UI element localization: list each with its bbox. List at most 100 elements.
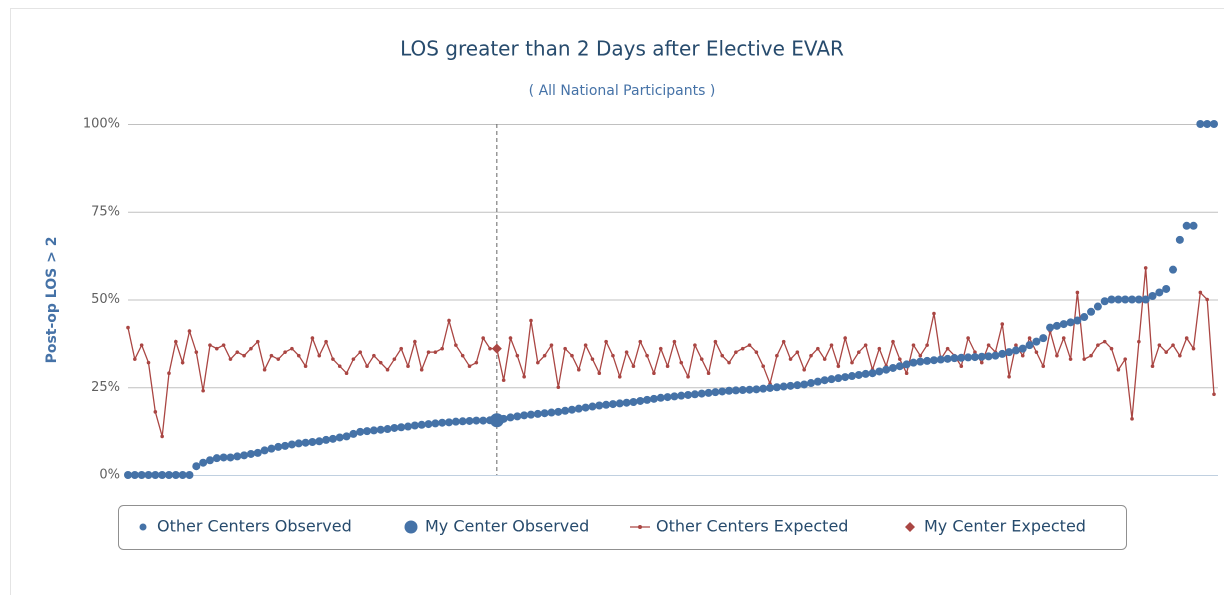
point: [977, 352, 986, 361]
point: [567, 405, 576, 414]
point: [513, 412, 522, 421]
point: [287, 440, 296, 449]
line-marker: [447, 318, 451, 323]
line-marker: [611, 353, 615, 358]
point: [1121, 295, 1130, 304]
line-marker: [133, 357, 137, 361]
line-marker: [843, 336, 847, 340]
point: [1155, 288, 1164, 297]
point: [465, 416, 474, 425]
line-marker: [604, 339, 608, 344]
line-marker: [563, 346, 567, 351]
point: [793, 381, 802, 390]
point: [629, 397, 638, 406]
line-marker: [638, 339, 643, 344]
line-marker: [734, 350, 738, 354]
line-marker: [406, 364, 410, 368]
point: [595, 401, 604, 410]
line-marker: [788, 357, 793, 361]
point: [294, 439, 303, 448]
point: [697, 389, 706, 398]
diamond: [491, 343, 502, 354]
point: [766, 383, 775, 392]
chart-panel: [10, 8, 1224, 595]
line-marker: [665, 364, 670, 368]
point: [725, 386, 734, 395]
point: [622, 398, 631, 407]
line-marker: [1041, 364, 1046, 368]
point: [663, 393, 672, 402]
line-marker: [1007, 374, 1011, 379]
point: [274, 442, 283, 451]
point: [260, 446, 269, 455]
line-marker: [645, 353, 649, 358]
line-marker: [911, 343, 916, 347]
line-marker: [1130, 417, 1134, 421]
line-marker: [303, 364, 308, 368]
point: [984, 352, 993, 361]
line-marker: [836, 364, 841, 368]
point: [363, 427, 372, 436]
point: [438, 418, 447, 427]
point: [1189, 221, 1198, 230]
line-marker: [891, 339, 895, 344]
point: [424, 420, 433, 429]
point: [923, 356, 932, 365]
point: [1073, 316, 1082, 325]
line-marker: [221, 343, 226, 347]
point: [690, 390, 699, 399]
y-tick-label: 75%: [91, 204, 120, 219]
line-marker: [454, 343, 458, 347]
point: [882, 365, 891, 374]
point: [124, 471, 132, 479]
line-marker: [672, 339, 677, 344]
line-marker: [365, 364, 369, 368]
line-marker: [631, 364, 636, 368]
line-marker: [1157, 343, 1162, 347]
point: [192, 462, 201, 471]
point: [1046, 323, 1055, 332]
point: [472, 416, 481, 425]
line-marker: [1068, 357, 1073, 361]
point: [704, 388, 713, 397]
point: [1032, 337, 1041, 346]
line-marker: [556, 385, 561, 390]
point: [848, 372, 856, 381]
line-marker: [652, 371, 656, 376]
line-marker: [1082, 357, 1087, 361]
line-marker: [1075, 290, 1080, 295]
line-marker: [857, 350, 861, 354]
point: [383, 425, 392, 434]
point: [581, 403, 590, 412]
line-marker: [617, 374, 622, 379]
line-marker: [740, 346, 745, 351]
line-marker: [720, 353, 725, 358]
line-marker: [877, 346, 882, 351]
line-marker: [693, 343, 697, 347]
point: [759, 384, 768, 393]
line-marker: [529, 318, 533, 323]
line-marker: [1096, 343, 1100, 347]
line-marker: [358, 350, 363, 354]
line-marker: [208, 343, 212, 347]
point: [335, 433, 344, 442]
line-marker: [392, 357, 397, 361]
line-marker: [802, 367, 806, 372]
point: [233, 452, 242, 461]
point: [868, 369, 877, 378]
line-marker: [249, 346, 253, 351]
point: [745, 385, 754, 394]
point: [1093, 302, 1102, 311]
point: [807, 379, 816, 388]
line-marker: [583, 343, 588, 347]
point: [489, 413, 504, 428]
point: [895, 362, 904, 371]
point: [772, 383, 781, 392]
point: [943, 354, 952, 363]
line-marker: [344, 371, 349, 376]
line-marker: [235, 350, 240, 354]
line-marker: [426, 350, 431, 354]
point: [731, 386, 740, 395]
point: [1169, 265, 1178, 274]
